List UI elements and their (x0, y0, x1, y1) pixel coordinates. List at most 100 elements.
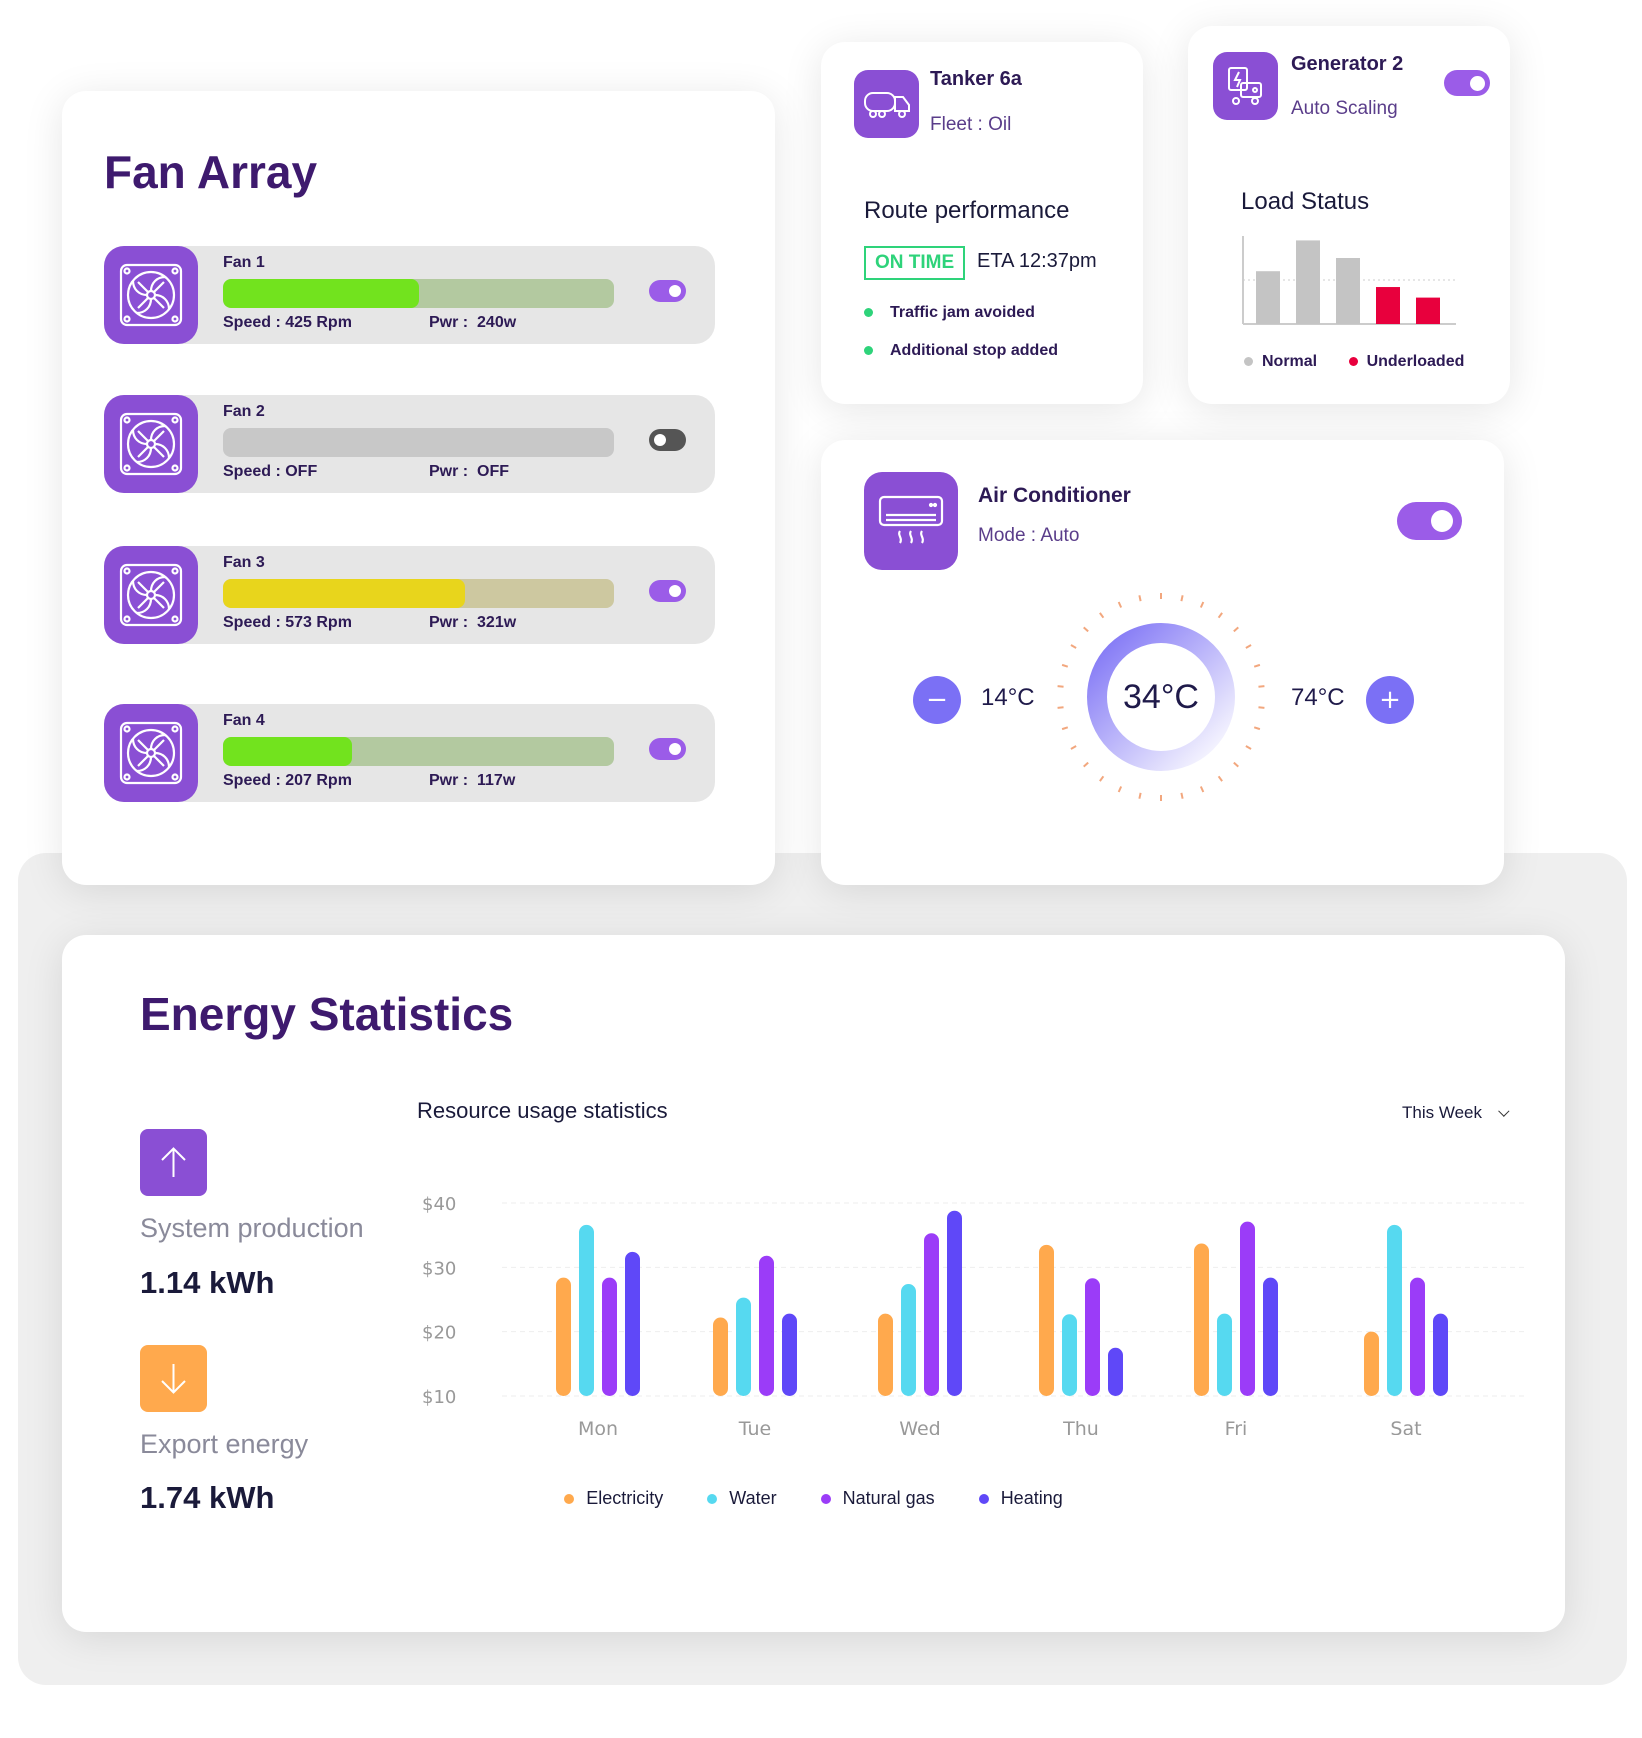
dial-tick (1057, 706, 1064, 709)
fan-name: Fan 3 (223, 554, 265, 571)
legend-label: Water (729, 1488, 777, 1508)
energy-title: Energy Statistics (140, 988, 514, 1040)
legend-label: Electricity (586, 1488, 664, 1508)
fan-power-value: 117w (477, 772, 516, 789)
generator-icon (1213, 52, 1278, 120)
load-bar (1376, 287, 1400, 324)
generator-mode: Auto Scaling (1291, 98, 1398, 119)
tanker-truck-icon (854, 70, 919, 138)
load-bar (1416, 297, 1440, 324)
dial-tick (1253, 663, 1261, 668)
dial-tick (1117, 601, 1123, 608)
fan-toggle[interactable] (649, 429, 686, 451)
fan-array-card: Fan Array Fan 1 Speed : 425 Rpm Pwr : 24… (62, 91, 775, 885)
chart-legend: Electricity Water Natural gas Heating (62, 1488, 1565, 1509)
eta-text: ETA 12:37pm (977, 250, 1097, 272)
event-text: Additional stop added (890, 342, 1058, 359)
bar-natural-gas (1085, 1278, 1100, 1396)
dial-tick (1217, 612, 1223, 619)
legend-normal: Normal (1262, 353, 1318, 370)
fan-speed-fill (223, 279, 419, 308)
dial-tick (1253, 726, 1261, 731)
energy-statistics-card: Energy Statistics System production 1.14… (62, 935, 1565, 1632)
fan-speed-fill (223, 579, 466, 608)
dial-tick (1199, 601, 1205, 608)
fan-array-title: Fan Array (104, 146, 318, 198)
load-bar (1256, 271, 1280, 324)
dial-tick (1199, 786, 1205, 793)
fan-speed-bar (223, 428, 614, 457)
fan-power-label: Pwr : (429, 314, 469, 331)
decrease-temp-button[interactable]: − (913, 676, 961, 724)
legend-item: Water (707, 1488, 777, 1508)
fan-power: Pwr : 321w (429, 614, 516, 632)
fan-speed: Speed : OFF (223, 463, 318, 480)
legend-dot-icon (564, 1494, 575, 1505)
arrow-up-icon (140, 1129, 207, 1196)
fan-row: Fan 2 Speed : OFF Pwr : OFF (104, 395, 715, 493)
bar-heating (625, 1251, 640, 1396)
normal-dot-icon (1244, 357, 1253, 367)
event-item: Traffic jam avoided (864, 304, 1035, 322)
legend-dot-icon (820, 1494, 831, 1505)
fan-power: Pwr : 240w (429, 314, 516, 332)
fan-speed: Speed : 425 Rpm (223, 314, 352, 331)
bar-electricity (713, 1317, 728, 1396)
fan-speed-bar (223, 279, 614, 308)
fan-speed-fill (223, 737, 353, 766)
bar-water (901, 1284, 916, 1396)
fan-name: Fan 2 (223, 403, 265, 420)
air-conditioner-icon (864, 472, 958, 570)
temperature-dial[interactable] (1051, 587, 1271, 807)
air-conditioner-card: Air Conditioner Mode : Auto − 14°C 34°C … (821, 440, 1504, 885)
max-temp: 74°C (1291, 684, 1345, 711)
fan-power: Pwr : 117w (429, 772, 515, 790)
fan-name: Fan 1 (223, 254, 265, 271)
increase-temp-button[interactable]: + (1366, 676, 1414, 724)
load-status-chart (1242, 236, 1456, 325)
on-time-badge: ON TIME (864, 246, 966, 280)
generator-toggle[interactable] (1444, 70, 1490, 96)
bar-heating (1433, 1313, 1448, 1396)
dial-tick (1245, 745, 1252, 750)
bar-natural-gas (924, 1233, 939, 1396)
dial-tick (1217, 775, 1223, 782)
generator-name: Generator 2 (1291, 53, 1404, 75)
fan-power-value: 240w (477, 314, 517, 331)
bar-water (736, 1297, 751, 1396)
fan-toggle[interactable] (649, 738, 686, 760)
load-status-heading: Load Status (1241, 188, 1370, 215)
fan-row: Fan 3 Speed : 573 Rpm Pwr : 321w (104, 546, 715, 644)
arrow-down-icon (140, 1345, 207, 1412)
fan-row: Fan 1 Speed : 425 Rpm Pwr : 240w (104, 246, 715, 344)
dial-tick (1117, 786, 1123, 793)
export-value: 1.74 kWh (140, 1480, 275, 1515)
bar-heating (1263, 1277, 1278, 1396)
fan-toggle[interactable] (649, 580, 686, 602)
load-bar (1336, 258, 1360, 324)
fan-toggle[interactable] (649, 280, 686, 302)
legend-item: Natural gas (820, 1488, 935, 1508)
dial-tick (1233, 761, 1239, 768)
dial-tick (1099, 612, 1105, 619)
export-label: Export energy (140, 1429, 309, 1459)
period-value: This Week (1402, 1103, 1482, 1122)
period-dropdown[interactable]: This Week (1402, 1103, 1510, 1123)
dial-tick (1070, 644, 1077, 649)
bar-water (1387, 1224, 1402, 1396)
x-tick-label: Tue (738, 1418, 771, 1435)
legend-item: Heating (978, 1488, 1063, 1508)
dial-tick (1138, 595, 1142, 602)
fan-power-label: Pwr : (429, 614, 469, 631)
x-tick-label: Sat (1390, 1418, 1421, 1435)
fan-power-value: 321w (477, 614, 517, 631)
y-tick-label: $30 (422, 1258, 456, 1279)
dial-tick (1233, 626, 1239, 633)
bar-natural-gas (1240, 1221, 1255, 1396)
ac-toggle[interactable] (1397, 502, 1462, 540)
x-tick-label: Wed (899, 1418, 940, 1435)
legend-label: Natural gas (842, 1488, 935, 1508)
chart-title: Resource usage statistics (417, 1098, 668, 1123)
fan-speed-bar (223, 579, 614, 608)
dial-tick (1180, 595, 1184, 602)
